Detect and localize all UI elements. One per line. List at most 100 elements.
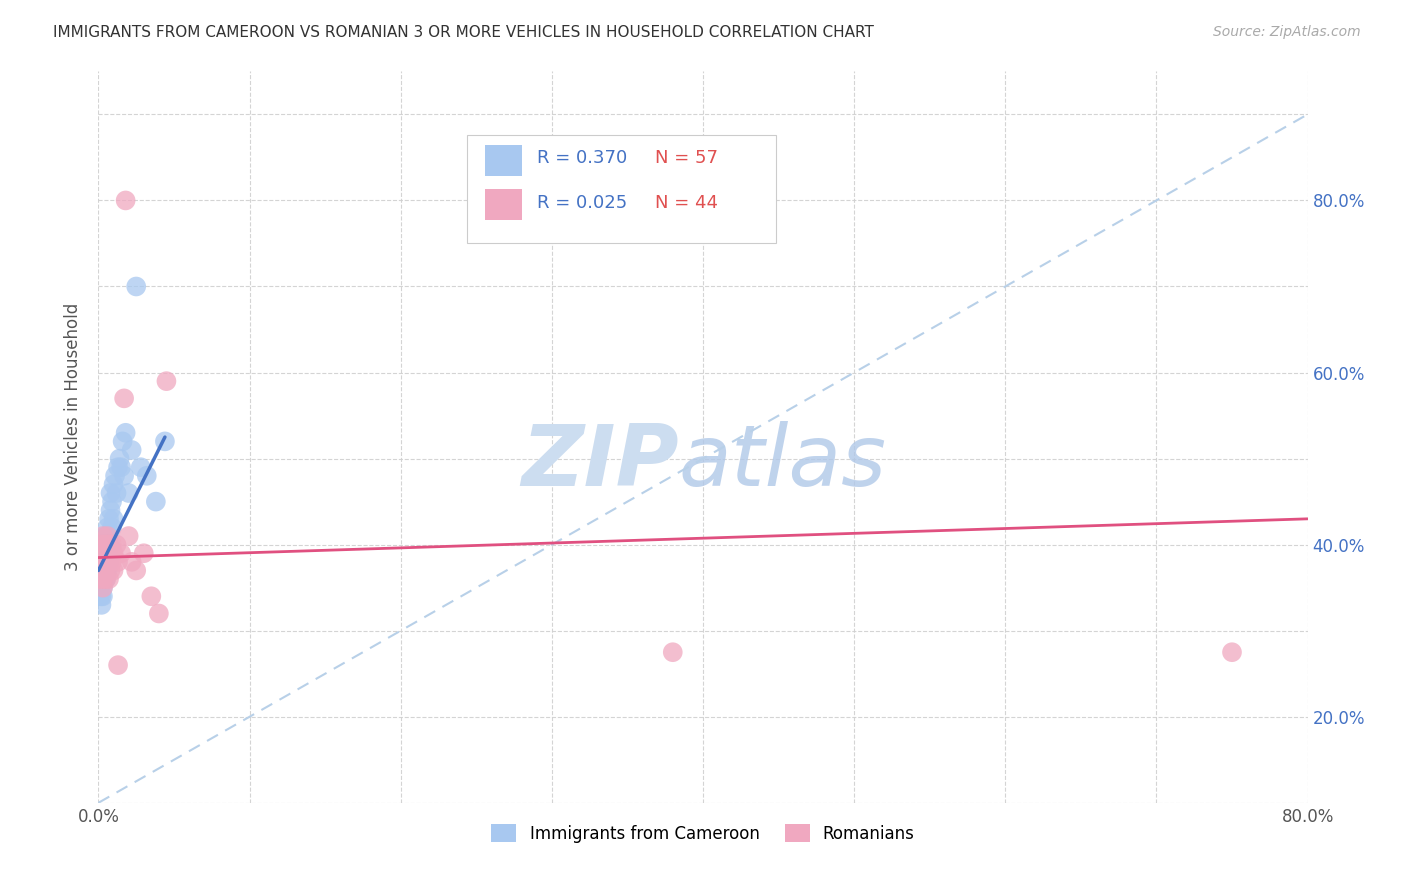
Point: [94, 564, 117, 578]
Point: [90, 546, 112, 560]
Point: [100, 564, 122, 578]
Point: [93, 546, 115, 560]
Point: [107, 658, 129, 673]
Point: [98, 555, 121, 569]
Point: [104, 468, 127, 483]
Point: [94, 546, 117, 560]
Point: [100, 503, 122, 517]
Point: [93, 564, 115, 578]
Point: [96, 564, 118, 578]
FancyBboxPatch shape: [485, 189, 522, 219]
Text: ZIP: ZIP: [522, 421, 679, 504]
Point: [91, 581, 114, 595]
FancyBboxPatch shape: [485, 145, 522, 176]
Point: [121, 555, 143, 569]
Point: [90, 572, 112, 586]
Point: [96, 546, 118, 560]
Point: [93, 564, 115, 578]
Text: IMMIGRANTS FROM CAMEROON VS ROMANIAN 3 OR MORE VEHICLES IN HOUSEHOLD CORRELATION: IMMIGRANTS FROM CAMEROON VS ROMANIAN 3 O…: [53, 25, 875, 40]
Point: [96, 529, 118, 543]
Point: [89, 581, 111, 595]
Point: [107, 460, 129, 475]
Point: [1220, 645, 1243, 659]
Point: [93, 538, 115, 552]
Point: [90, 546, 112, 560]
Point: [93, 555, 115, 569]
Point: [103, 546, 125, 560]
Point: [135, 468, 157, 483]
Text: N = 44: N = 44: [655, 194, 717, 212]
Point: [107, 555, 129, 569]
FancyBboxPatch shape: [467, 135, 776, 244]
Point: [93, 572, 115, 586]
Point: [98, 512, 121, 526]
Point: [108, 451, 131, 466]
Point: [110, 460, 132, 475]
Point: [90, 598, 112, 612]
Point: [93, 546, 115, 560]
Point: [90, 555, 112, 569]
Point: [112, 392, 135, 406]
Point: [103, 564, 125, 578]
Point: [155, 374, 177, 388]
Point: [91, 555, 114, 569]
Point: [114, 194, 136, 208]
Point: [100, 546, 122, 560]
Point: [89, 555, 111, 569]
Point: [100, 486, 122, 500]
Point: [91, 581, 114, 595]
Point: [98, 572, 121, 586]
Point: [94, 529, 117, 543]
Point: [125, 279, 148, 293]
Point: [96, 546, 118, 560]
Point: [101, 520, 124, 534]
Point: [129, 460, 152, 475]
Point: [105, 538, 128, 552]
Point: [90, 564, 112, 578]
Text: R = 0.370: R = 0.370: [537, 149, 627, 168]
Point: [96, 520, 118, 534]
Legend: Immigrants from Cameroon, Romanians: Immigrants from Cameroon, Romanians: [485, 818, 921, 849]
Point: [94, 572, 117, 586]
Point: [94, 538, 117, 552]
Point: [89, 538, 111, 552]
Point: [145, 494, 167, 508]
Point: [125, 564, 148, 578]
Point: [91, 546, 114, 560]
Point: [98, 529, 121, 543]
Point: [93, 555, 115, 569]
Point: [91, 564, 114, 578]
Point: [118, 529, 141, 543]
Y-axis label: 3 or more Vehicles in Household: 3 or more Vehicles in Household: [65, 303, 83, 571]
Point: [132, 546, 155, 560]
Point: [103, 477, 125, 491]
Point: [110, 546, 132, 560]
Point: [98, 538, 121, 552]
Point: [89, 555, 111, 569]
Point: [90, 589, 112, 603]
Point: [89, 572, 111, 586]
Point: [89, 589, 111, 603]
Point: [98, 555, 121, 569]
Point: [103, 512, 125, 526]
Point: [96, 555, 118, 569]
Text: atlas: atlas: [679, 421, 887, 504]
Point: [94, 572, 117, 586]
Point: [94, 555, 117, 569]
Point: [91, 564, 114, 578]
Point: [121, 442, 143, 457]
Point: [101, 555, 124, 569]
Point: [91, 572, 114, 586]
Text: N = 57: N = 57: [655, 149, 717, 168]
Point: [101, 494, 124, 508]
Point: [153, 434, 176, 449]
Point: [101, 538, 124, 552]
Point: [148, 607, 170, 621]
Point: [90, 538, 112, 552]
Point: [141, 589, 163, 603]
Point: [94, 555, 117, 569]
Point: [100, 538, 122, 552]
Text: Source: ZipAtlas.com: Source: ZipAtlas.com: [1213, 25, 1361, 39]
Point: [90, 572, 112, 586]
Point: [91, 529, 114, 543]
